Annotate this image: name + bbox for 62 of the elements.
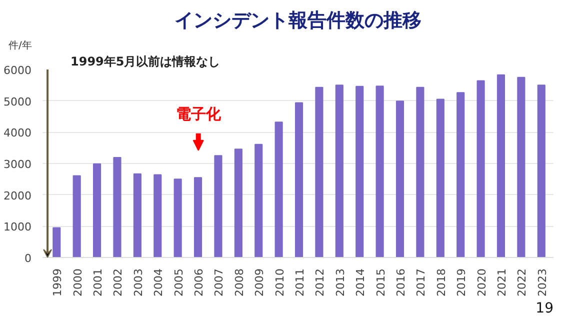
x-tick-label: 2009: [253, 268, 266, 296]
x-tick-label: 1999: [51, 268, 64, 296]
y-tick-label: 2000: [4, 189, 32, 202]
bar: [456, 92, 465, 258]
x-tick-label: 2019: [455, 268, 468, 296]
x-tick-label: 2016: [394, 268, 408, 296]
x-tick-label: 2001: [92, 268, 105, 296]
y-tick-label: 5000: [4, 95, 32, 108]
x-tick-label: 2014: [354, 268, 368, 296]
x-tick-label: 2022: [516, 268, 529, 296]
x-tick-label: 2021: [495, 268, 508, 296]
bar: [254, 144, 263, 258]
bar: [194, 177, 202, 258]
bar: [52, 227, 61, 258]
bar: [436, 98, 444, 258]
bar: [356, 86, 364, 258]
x-tick-label: 2002: [112, 268, 125, 296]
bar: [517, 76, 526, 258]
bar: [154, 174, 162, 258]
x-tick-label: 2007: [212, 268, 226, 296]
x-tick-label: 2004: [152, 268, 166, 296]
bar: [274, 122, 283, 258]
x-tick-label: 2020: [475, 268, 488, 296]
bar: [113, 157, 122, 258]
bar: [396, 100, 404, 258]
x-tick-label: 2011: [294, 268, 307, 296]
bar: [294, 102, 304, 258]
x-tick-label: 2017: [414, 268, 428, 296]
x-tick-label: 2006: [192, 268, 206, 296]
bar: [537, 84, 546, 258]
x-tick-label: 2018: [434, 268, 448, 296]
x-tick-label: 2005: [172, 268, 186, 296]
x-tick-label: 2003: [132, 268, 145, 296]
bar: [234, 148, 242, 258]
y-tick-label: 3000: [4, 158, 32, 171]
x-tick-label: 2000: [71, 268, 84, 296]
x-tick-label: 2008: [232, 268, 246, 296]
text: 19: [536, 300, 554, 316]
bar: [133, 173, 142, 258]
bar: [315, 86, 324, 258]
y-axis-title: 件/年: [8, 40, 32, 52]
bar: [416, 86, 424, 258]
x-tick-label: 2015: [374, 268, 388, 296]
text: 1999年5月以前は情報なし: [70, 54, 220, 68]
x-tick-label: 2010: [273, 268, 286, 296]
bar: [72, 175, 81, 258]
y-tick-label: 1000: [4, 220, 32, 234]
y-tick-label: 4000: [4, 126, 32, 140]
y-tick-label: 0: [24, 252, 32, 265]
x-tick-label: 2012: [314, 268, 327, 296]
bar: [376, 86, 384, 258]
bar: [335, 84, 344, 258]
bar: [174, 178, 182, 258]
chart-title: インシデント報告件数の推移: [174, 10, 422, 32]
bar: [214, 155, 222, 258]
x-tick-label: 2023: [536, 268, 549, 296]
bar: [476, 80, 485, 258]
x-tick-label: 2013: [334, 268, 347, 296]
bar: [496, 74, 506, 258]
bar: [93, 163, 102, 258]
y-tick-label: 6000: [4, 64, 32, 77]
annotation: 電子化: [176, 104, 222, 123]
